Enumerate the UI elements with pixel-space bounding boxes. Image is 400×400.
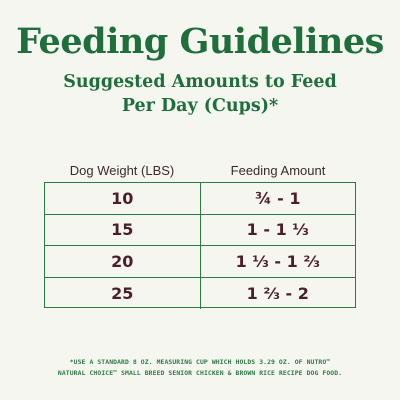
amount-cell: 1 ⅓ - 1 ⅔ (235, 251, 320, 271)
amount-cell: 1 - 1 ⅓ (246, 220, 309, 240)
page-title: Feeding Guidelines (16, 21, 384, 62)
footnote: *USE A STANDARD 8 OZ. MEASURING CUP WHIC… (10, 357, 390, 379)
table-row: 15 1 - 1 ⅓ (45, 214, 355, 246)
footnote-line-2: NATURAL CHOICE™ SMALL BREED SENIOR CHICK… (57, 369, 343, 377)
amount-cell: 1 ⅔ - 2 (246, 283, 309, 303)
weight-cell: 20 (45, 246, 201, 277)
subtitle-line-2: Per Day (Cups)* (121, 96, 279, 116)
weight-cell: 15 (45, 214, 201, 245)
amount-cell: ¾ - 1 (255, 188, 301, 208)
page-subtitle: Suggested Amounts to Feed Per Day (Cups)… (0, 70, 400, 118)
table-row: 10 ¾ - 1 (45, 183, 355, 215)
weight-cell: 10 (45, 183, 201, 214)
feeding-table: 10 ¾ - 1 15 1 - 1 ⅓ 20 1 ⅓ - 1 ⅔ 25 1 ⅔ … (44, 182, 356, 309)
column-header-feeding-amount: Feeding Amount (230, 163, 326, 178)
footnote-line-1: *USE A STANDARD 8 OZ. MEASURING CUP WHIC… (69, 358, 331, 366)
subtitle-line-1: Suggested Amounts to Feed (63, 72, 337, 92)
table-row: 25 1 ⅔ - 2 (45, 277, 355, 309)
column-header-dog-weight: Dog Weight (LBS) (69, 163, 175, 178)
table-row: 20 1 ⅓ - 1 ⅔ (45, 246, 355, 278)
weight-cell: 25 (45, 277, 201, 309)
